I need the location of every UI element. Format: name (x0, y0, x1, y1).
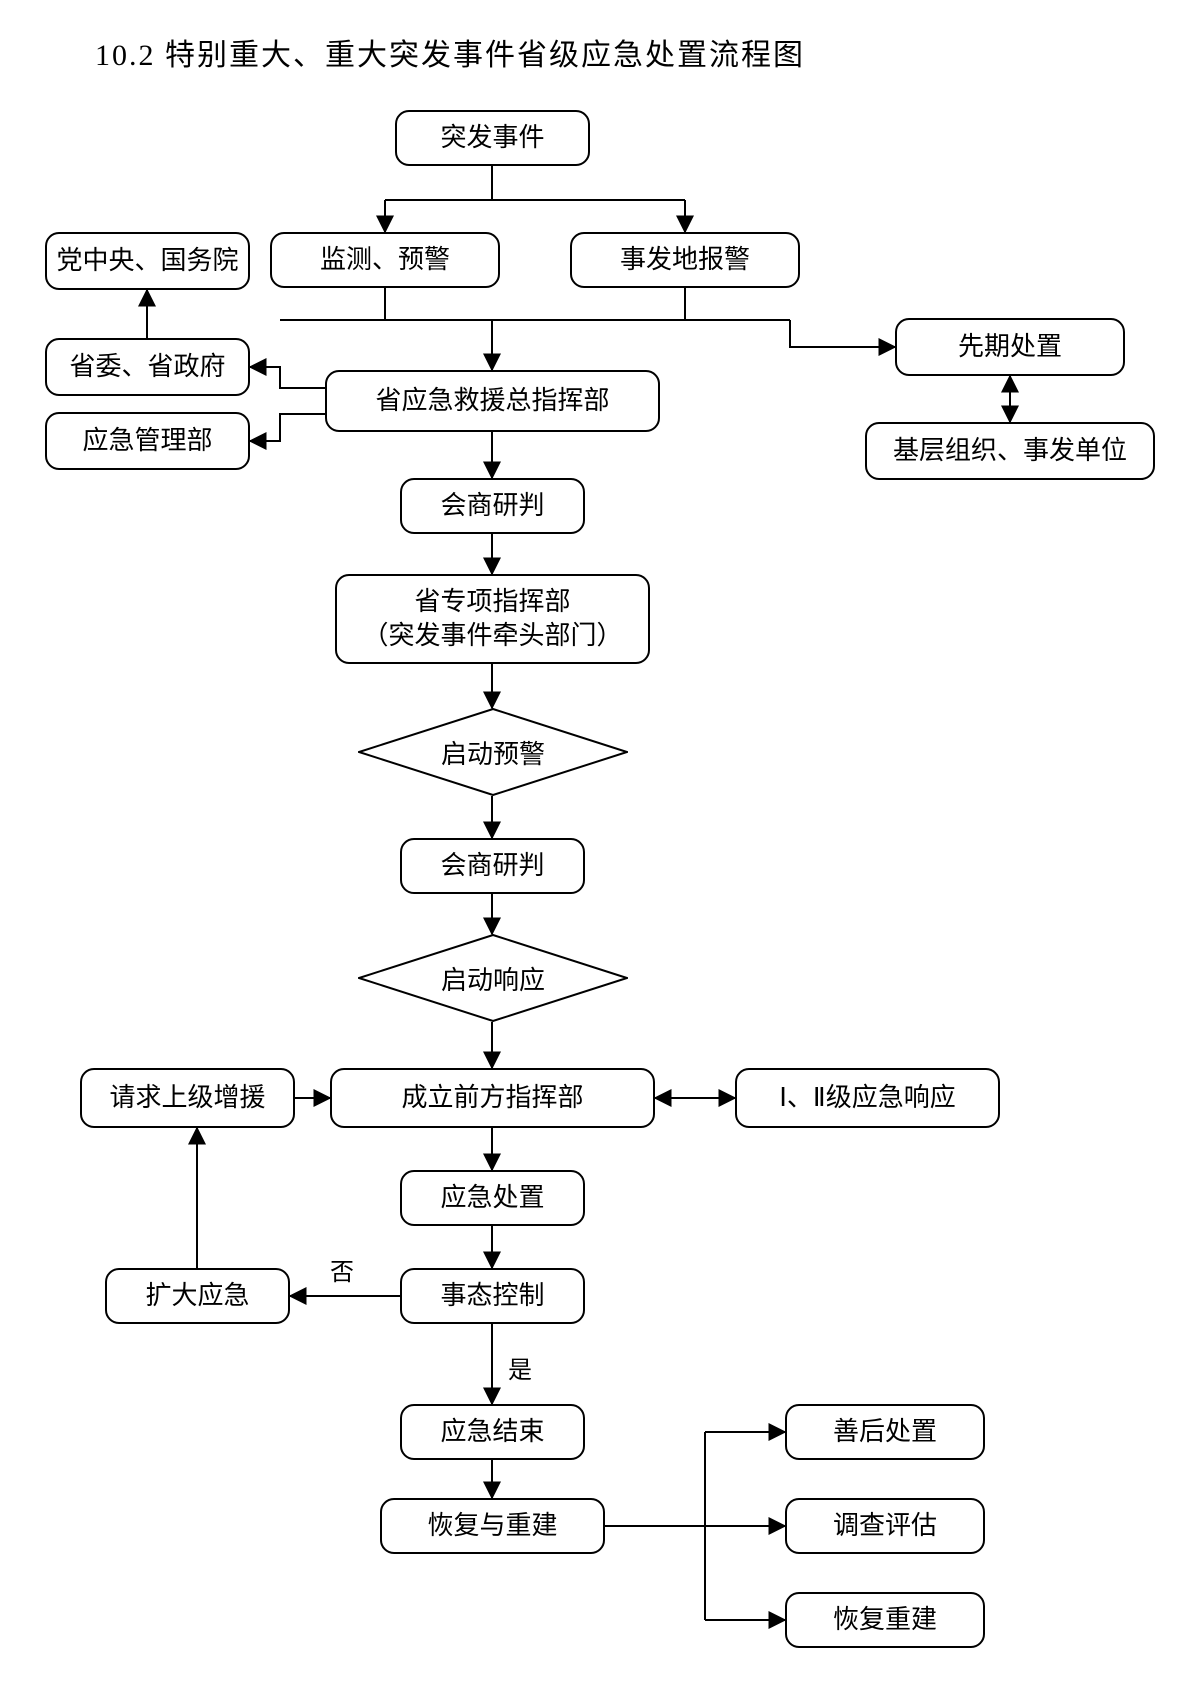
node-n12: 启动预警 (358, 708, 628, 796)
node-n8: 先期处置 (895, 318, 1125, 376)
node-n1: 突发事件 (395, 110, 590, 166)
flowchart-page: 10.2 特别重大、重大突发事件省级应急处置流程图 否 是 突发事件监测、预警事… (0, 0, 1200, 1702)
edge-label-yes: 是 (508, 1350, 532, 1385)
node-n4: 党中央、国务院 (45, 232, 250, 290)
node-n19: 事态控制 (400, 1268, 585, 1324)
node-n18: 应急处置 (400, 1170, 585, 1226)
node-n25: 恢复重建 (785, 1592, 985, 1648)
node-n23: 善后处置 (785, 1404, 985, 1460)
node-n11: 省专项指挥部（突发事件牵头部门） (335, 574, 650, 664)
node-n20: 扩大应急 (105, 1268, 290, 1324)
node-n21: 应急结束 (400, 1404, 585, 1460)
edge-label-no: 否 (330, 1252, 354, 1287)
node-n7: 省应急救援总指挥部 (325, 370, 660, 432)
node-n24: 调查评估 (785, 1498, 985, 1554)
node-n15: 成立前方指挥部 (330, 1068, 655, 1128)
node-n16: 请求上级增援 (80, 1068, 295, 1128)
node-n10: 会商研判 (400, 478, 585, 534)
node-n14: 启动响应 (358, 934, 628, 1022)
node-n3: 事发地报警 (570, 232, 800, 288)
node-n9: 基层组织、事发单位 (865, 422, 1155, 480)
node-n22: 恢复与重建 (380, 1498, 605, 1554)
node-n2: 监测、预警 (270, 232, 500, 288)
node-n6: 应急管理部 (45, 412, 250, 470)
node-n17: Ⅰ、Ⅱ级应急响应 (735, 1068, 1000, 1128)
node-n13: 会商研判 (400, 838, 585, 894)
node-n5: 省委、省政府 (45, 338, 250, 396)
page-title: 10.2 特别重大、重大突发事件省级应急处置流程图 (95, 30, 805, 74)
